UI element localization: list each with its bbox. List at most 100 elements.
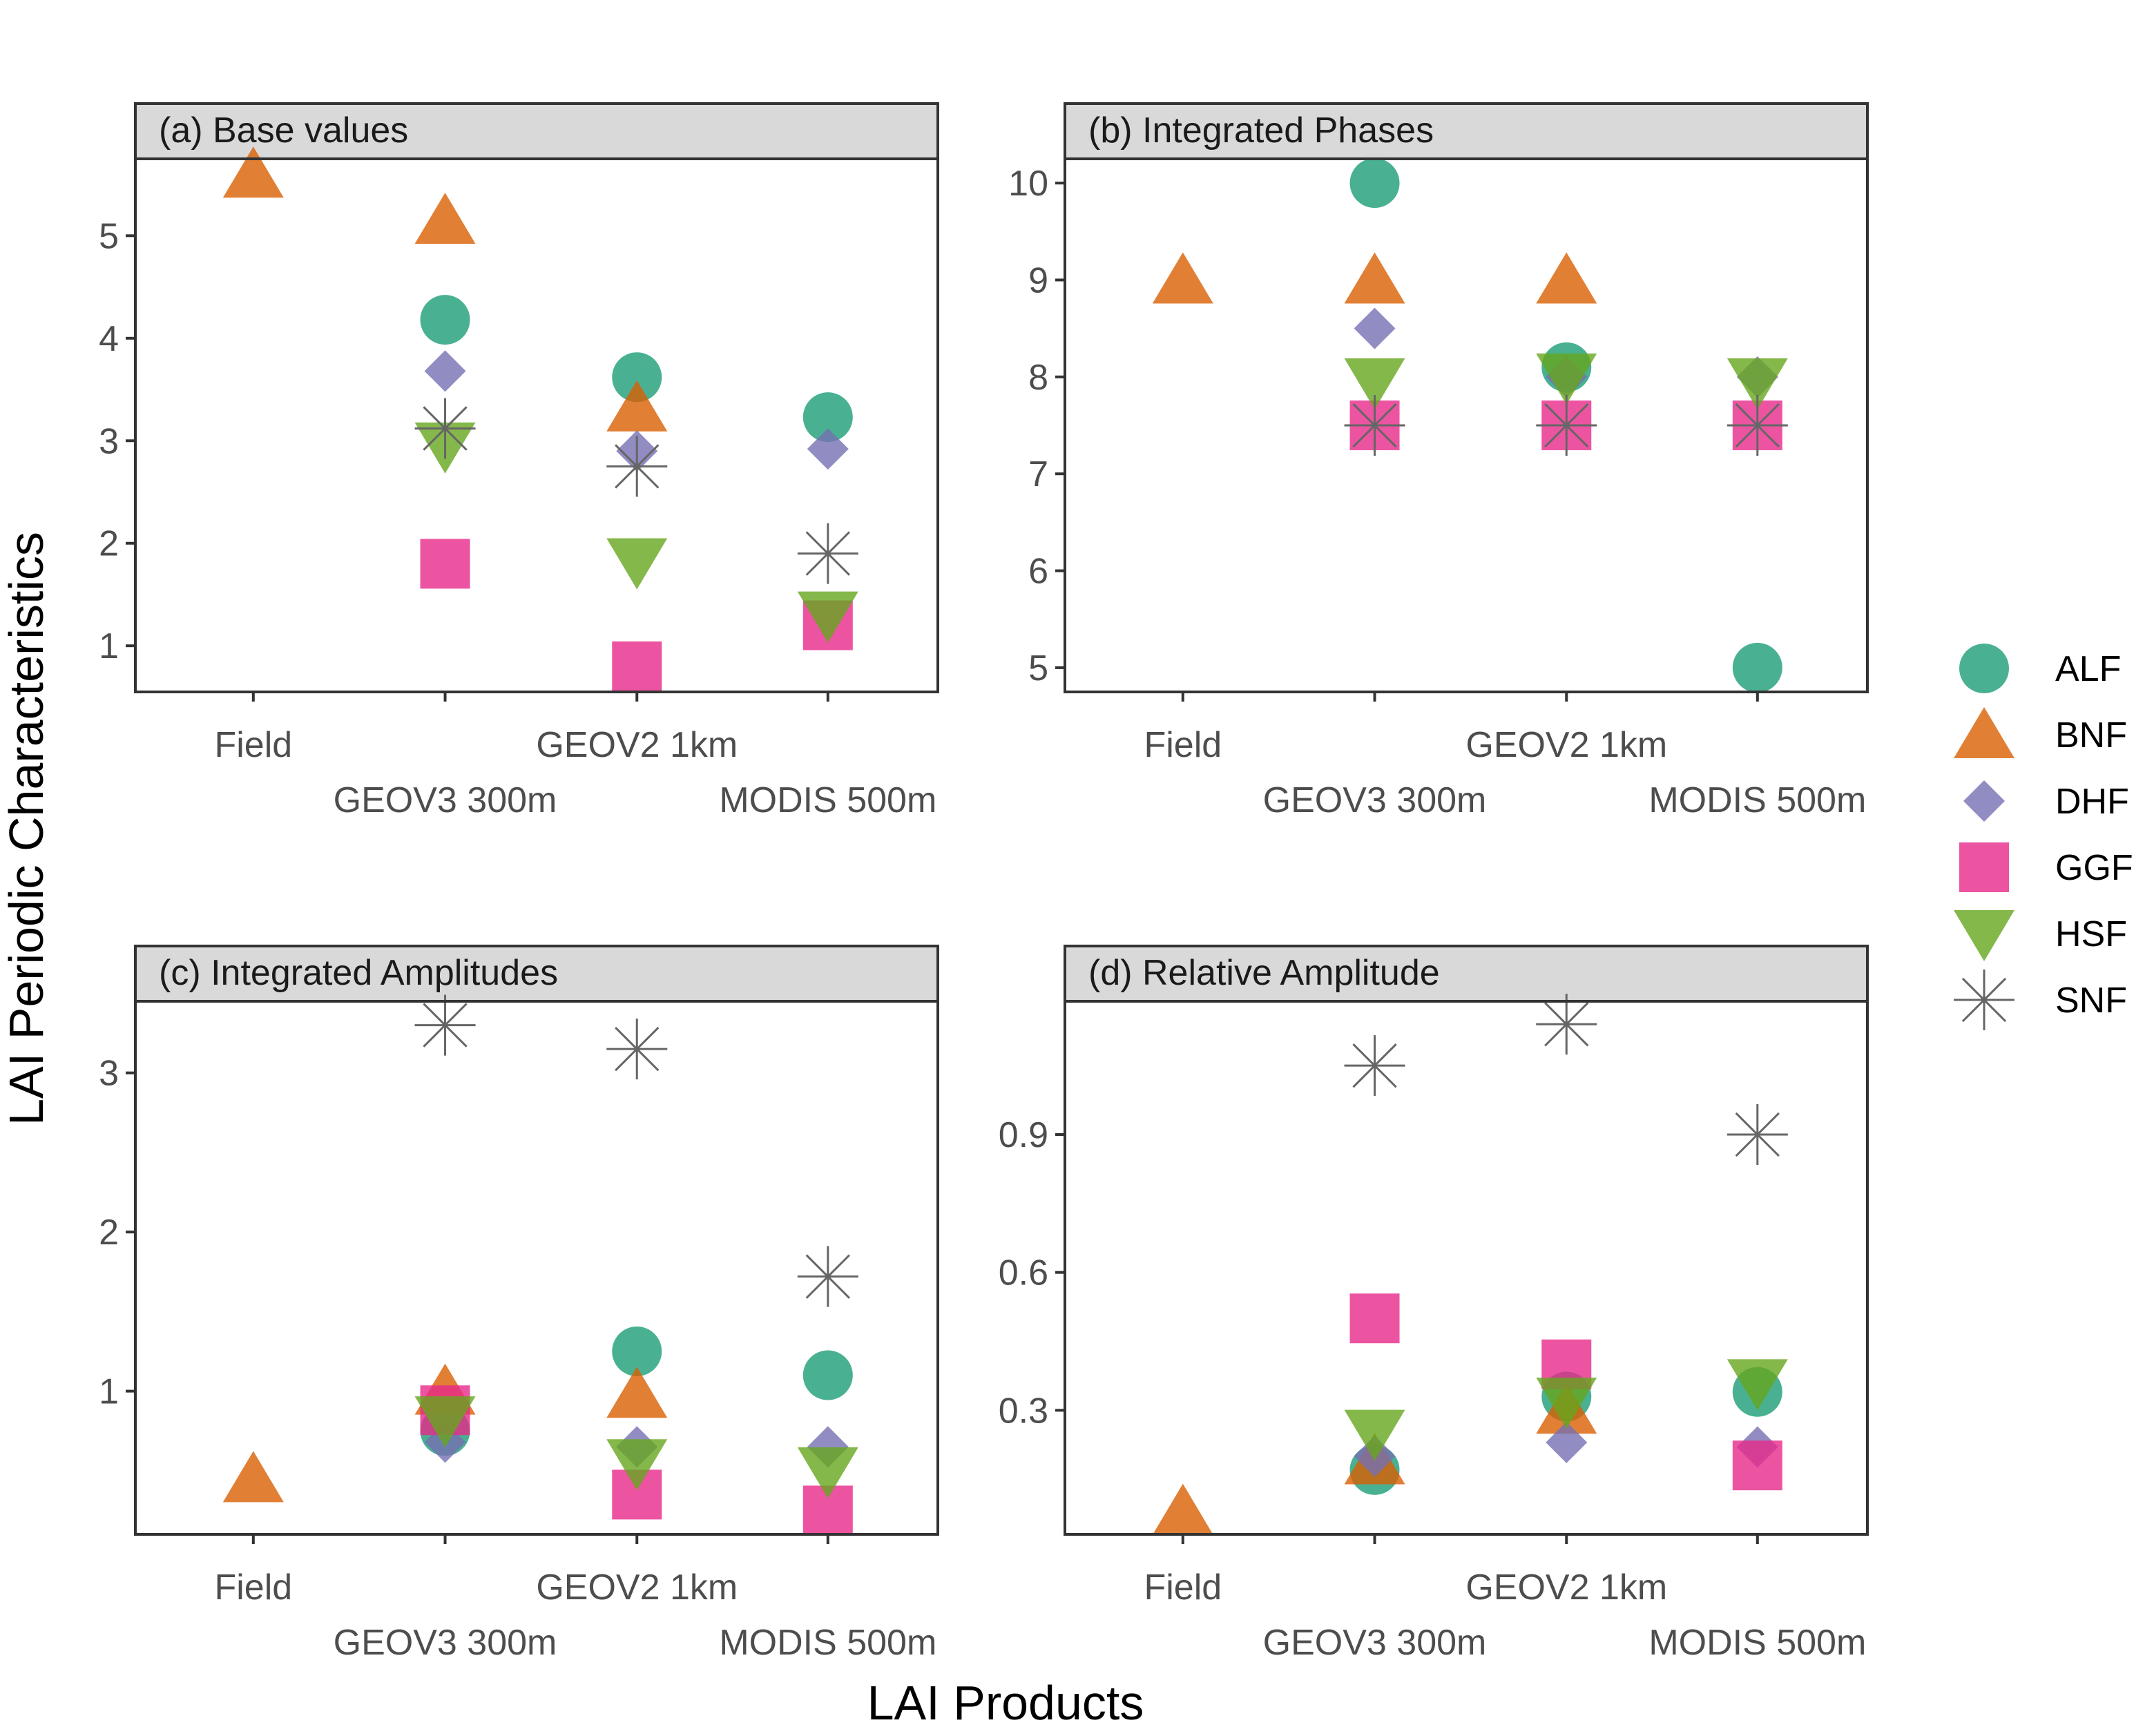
legend-label: DHF: [2055, 782, 2129, 822]
data-points: [1152, 994, 1788, 1535]
legend-key: [1959, 644, 2009, 693]
y-tick-label: 2: [99, 1213, 119, 1253]
x-tick-label: MODIS 500m: [1648, 780, 1866, 820]
y-tick-label: 2: [99, 524, 119, 564]
point-hsf-4: [1727, 358, 1788, 409]
y-tick-label: 3: [99, 1054, 119, 1094]
point-hsf-2: [1344, 358, 1405, 409]
point-snf-4: [1727, 1104, 1788, 1165]
legend-label: HSF: [2055, 914, 2127, 954]
y-tick-label: 1: [99, 626, 119, 666]
facet-title: (b) Integrated Phases: [1088, 110, 1434, 151]
x-tick-label: Field: [214, 725, 292, 765]
point-bnf-3: [606, 1367, 668, 1418]
point-hsf-4: [1727, 1359, 1788, 1411]
point-ggf-3: [612, 641, 662, 691]
point-hsf-2: [414, 1396, 476, 1448]
point-bnf-1: [1152, 252, 1213, 304]
x-tick-label: GEOV2 1km: [1465, 1568, 1667, 1608]
y-tick-label: 7: [1028, 454, 1048, 494]
point-bnf-2: [414, 193, 476, 244]
point-snf-4: [797, 523, 858, 584]
point-snf-3: [606, 1019, 668, 1080]
legend-key: [1959, 842, 2009, 892]
point-ggf-4: [1732, 1440, 1782, 1491]
y-tick-label: 0.9: [999, 1115, 1048, 1155]
y-tick-label: 1: [99, 1372, 119, 1412]
legend-label: BNF: [2055, 715, 2127, 755]
chart-panel-2: (b) Integrated Phases 5 6 7 8 9 10 Field GEOV3 3…: [1008, 102, 1869, 820]
chart-panel-4: (d) Relative Amplitude 0.3 0.6 0.9 Field GEOV…: [999, 945, 1869, 1663]
y-tick-label: 10: [1008, 164, 1048, 204]
x-tick-label: Field: [1144, 1568, 1222, 1608]
point-bnf-1: [1152, 1483, 1213, 1535]
point-alf-4: [1732, 642, 1782, 693]
legend-label: GGF: [2055, 848, 2133, 888]
point-snf-4: [1727, 395, 1788, 456]
legend-item-hsf: HSF: [1954, 910, 2127, 961]
legend-item-snf: SNF: [1954, 970, 2127, 1030]
point-hsf-2: [1344, 1409, 1405, 1461]
legend-label: ALF: [2055, 649, 2121, 689]
point-bnf-2: [1344, 252, 1405, 304]
y-tick-label: 3: [99, 421, 119, 461]
legend-item-bnf: BNF: [1954, 707, 2127, 758]
x-tick-label: GEOV2 1km: [1465, 725, 1667, 765]
legend-key: [1954, 970, 2014, 1030]
y-tick-label: 5: [99, 216, 119, 256]
point-alf-2: [1349, 158, 1400, 209]
x-tick-label: GEOV3 300m: [1263, 1623, 1487, 1663]
chart-panel-1: (a) Base values 1 2 3 4 5 Field GEOV3 300m GEOV2…: [99, 102, 939, 820]
point-hsf-3: [1536, 353, 1597, 405]
chart-panel-3: (c) Integrated Amplitudes 1 2 3 Field GEOV3 3…: [99, 945, 939, 1663]
point-dhf-4: [807, 428, 849, 470]
point-hsf-4: [797, 591, 858, 643]
panel-border: [134, 157, 939, 693]
point-hsf-3: [606, 538, 668, 590]
data-points: [1152, 158, 1788, 693]
point-snf-3: [1536, 395, 1597, 456]
point-snf-3: [606, 436, 668, 497]
x-tick-label: Field: [1144, 725, 1222, 765]
facet-title: (c) Integrated Amplitudes: [159, 953, 558, 993]
x-tick-label: MODIS 500m: [1648, 1623, 1866, 1663]
point-alf-3: [612, 1326, 662, 1376]
data-points: [222, 146, 858, 691]
plot-area: [135, 1001, 938, 1534]
point-snf-3: [1536, 994, 1597, 1055]
point-bnf-1: [222, 146, 284, 198]
y-tick-label: 4: [99, 319, 119, 359]
y-tick-label: 6: [1028, 552, 1048, 592]
point-snf-2: [414, 994, 476, 1056]
point-hsf-4: [797, 1447, 858, 1498]
x-tick-label: GEOV3 300m: [334, 780, 557, 820]
y-tick-label: 5: [1028, 648, 1048, 688]
point-dhf-3: [1546, 1421, 1588, 1463]
x-tick-label: GEOV2 1km: [536, 725, 738, 765]
legend-label: SNF: [2055, 981, 2127, 1021]
y-tick-label: 8: [1028, 358, 1048, 398]
y-tick-label: 9: [1028, 260, 1048, 300]
y-axis-title: LAI Periodic Characteristics: [0, 532, 53, 1126]
y-tick-label: 0.6: [999, 1253, 1048, 1293]
point-bnf-3: [606, 380, 668, 432]
data-points: [222, 994, 858, 1536]
point-hsf-3: [606, 1439, 668, 1491]
x-tick-label: Field: [214, 1568, 292, 1608]
facet-title: (d) Relative Amplitude: [1088, 953, 1440, 993]
x-tick-label: MODIS 500m: [719, 780, 936, 820]
point-snf-2: [1344, 395, 1405, 456]
point-alf-2: [420, 295, 470, 345]
point-hsf-3: [1536, 1378, 1597, 1429]
point-alf-4: [802, 392, 853, 443]
legend-item-dhf: DHF: [1963, 780, 2129, 822]
point-snf-2: [414, 398, 476, 459]
point-snf-2: [1344, 1035, 1405, 1097]
point-ggf-2: [420, 539, 470, 589]
point-alf-4: [802, 1350, 853, 1400]
x-tick-label: GEOV3 300m: [1263, 780, 1487, 820]
panel-border: [1064, 1000, 1869, 1536]
panel-border: [134, 1000, 939, 1536]
point-snf-4: [797, 1246, 858, 1307]
